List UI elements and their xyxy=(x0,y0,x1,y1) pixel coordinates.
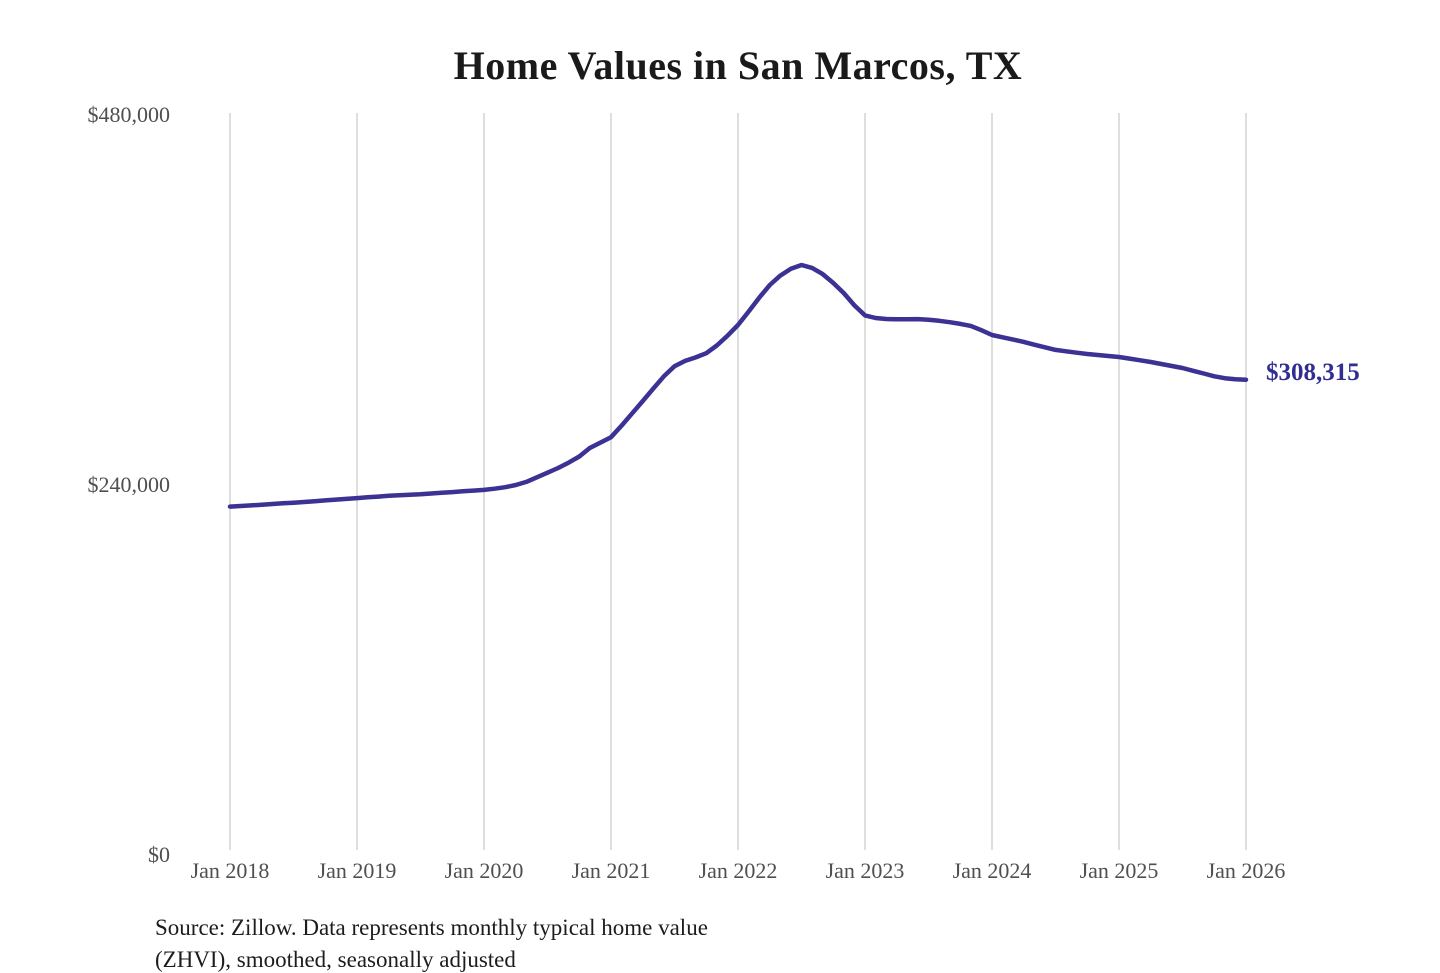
x-tick-label: Jan 2023 xyxy=(825,858,905,883)
x-tick-label: Jan 2018 xyxy=(190,858,270,883)
chart-title: Home Values in San Marcos, TX xyxy=(453,43,1023,88)
y-tick-label: $240,000 xyxy=(87,472,171,497)
x-tick-label: Jan 2024 xyxy=(952,858,1032,883)
x-tick-label: Jan 2021 xyxy=(571,858,651,883)
x-tick-label: Jan 2026 xyxy=(1206,858,1286,883)
x-tick-label: Jan 2022 xyxy=(698,858,778,883)
home-value-line xyxy=(227,262,1249,509)
x-tick-label: Jan 2025 xyxy=(1079,858,1159,883)
x-tick-label: Jan 2019 xyxy=(317,858,397,883)
source-note-clipped-line: (ZHVI), smoothed, seasonally adjusted xyxy=(155,947,516,972)
x-tick-label: Jan 2020 xyxy=(444,858,524,883)
current-value-annotation: $308,315 xyxy=(1266,359,1360,386)
y-tick-label: $0 xyxy=(148,842,170,867)
y-tick-label: $480,000 xyxy=(87,102,171,127)
source-note: Source: Zillow. Data represents monthly … xyxy=(155,915,708,940)
